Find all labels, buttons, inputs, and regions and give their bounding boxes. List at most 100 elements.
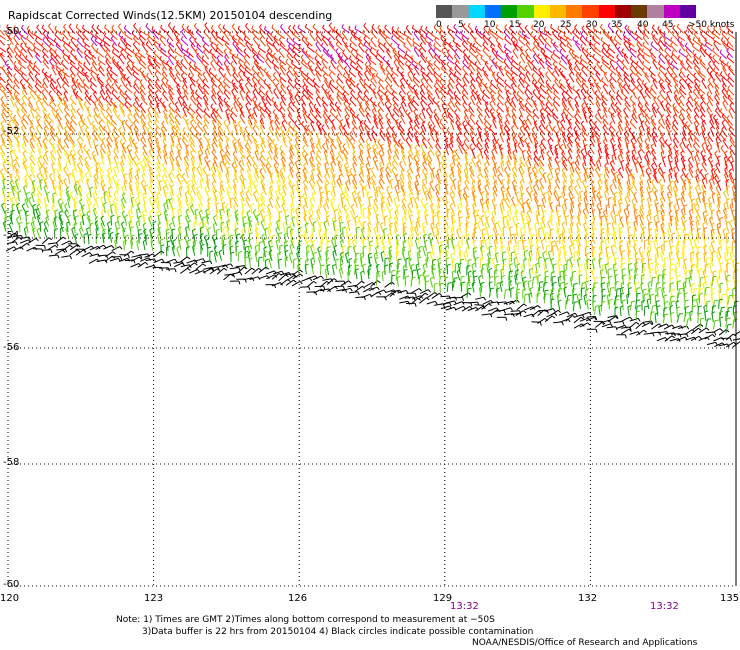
wind-barb: [565, 39, 573, 48]
wind-barb: [673, 92, 680, 102]
wind-barb: [153, 61, 161, 69]
wind-barb: [560, 73, 568, 81]
wind-barb-flag: [624, 125, 629, 129]
wind-barb: [644, 104, 651, 113]
wind-barb: [177, 90, 183, 99]
wind-barb-flag: [287, 112, 291, 116]
wind-barb: [183, 56, 189, 65]
wind-barb-flag: [387, 105, 392, 109]
colorbar-label: 30: [586, 20, 598, 30]
wind-barb-flag: [561, 96, 566, 100]
wind-barb: [518, 99, 525, 108]
wind-barb-flag: [363, 90, 367, 94]
wind-barb-flag: [490, 43, 493, 47]
wind-barb: [426, 81, 433, 90]
wind-barb-flag: [350, 49, 354, 53]
wind-barb: [504, 122, 511, 131]
wind-barb: [690, 152, 694, 162]
wind-barb-flag: [575, 71, 579, 76]
wind-barb: [396, 69, 405, 77]
wind-barb-flag: [476, 160, 480, 164]
wind-barb-flag: [139, 160, 143, 164]
wind-barb: [1, 67, 8, 76]
wind-barb: [447, 115, 455, 124]
wind-barb: [42, 61, 50, 70]
wind-barb-flag: [229, 31, 232, 36]
wind-barb: [160, 128, 167, 137]
wind-barb: [202, 74, 209, 83]
wind-barb-flag: [380, 143, 384, 147]
wind-barb-flag: [351, 142, 356, 146]
wind-barb: [124, 34, 133, 41]
wind-barb: [14, 127, 20, 136]
wind-barb-flag: [565, 36, 569, 41]
wind-barb: [201, 62, 209, 70]
wind-barb-flag: [636, 77, 640, 81]
wind-barb: [141, 73, 148, 82]
wind-barb: [13, 37, 20, 46]
wind-barb-flag: [42, 77, 46, 81]
wind-barb-flag: [57, 124, 61, 128]
wind-barb-flag: [93, 113, 97, 117]
wind-barb: [727, 32, 736, 39]
wind-barb-flag: [407, 83, 411, 87]
wind-barb-flag: [519, 52, 523, 56]
wind-barb-flag: [609, 82, 613, 87]
wind-barb: [189, 78, 196, 87]
wind-barb: [203, 31, 211, 40]
wind-barb-flag: [300, 30, 303, 34]
wind-barb-flag: [189, 142, 193, 146]
wind-barb: [602, 127, 609, 136]
wind-barb: [385, 115, 392, 124]
wind-barb-flag: [296, 114, 301, 118]
wind-barb-flag: [637, 53, 641, 57]
wind-barb-flag: [658, 60, 661, 64]
wind-barb-flag: [310, 120, 314, 124]
wind-barb-flag: [305, 85, 309, 90]
wind-barb: [496, 80, 505, 88]
wind-barb: [475, 122, 483, 131]
wind-barb-flag: [644, 113, 648, 117]
wind-barb-flag: [356, 83, 360, 87]
wind-barb: [94, 40, 103, 47]
wind-barb-flag: [247, 118, 251, 122]
wind-barb: [525, 73, 531, 82]
wind-barb: [68, 26, 76, 34]
wind-barb-flag: [313, 82, 317, 86]
wind-barb-flag: [379, 60, 383, 65]
wind-barb: [418, 63, 426, 71]
wind-barb-flag: [544, 55, 548, 59]
wind-barb-flag: [237, 120, 242, 124]
wind-barb-flag: [480, 55, 483, 59]
wind-barb-flag: [13, 149, 16, 153]
wind-barb-flag: [342, 143, 346, 147]
wind-barb: [153, 59, 162, 66]
wind-barb-flag: [469, 114, 473, 118]
wind-barb: [688, 139, 692, 148]
wind-barb: [259, 38, 266, 47]
wind-barb: [211, 86, 217, 95]
wind-barb-flag: [179, 65, 183, 70]
wind-barb-flag: [21, 106, 25, 110]
wind-barb: [355, 52, 364, 59]
wind-barb: [391, 128, 398, 137]
wind-barb: [469, 45, 477, 54]
wind-barb-flag: [573, 65, 577, 70]
wind-barb-flag: [316, 149, 320, 154]
wind-barb-flag: [300, 71, 304, 75]
wind-barb: [89, 80, 98, 88]
wind-barb-flag: [301, 89, 305, 93]
wind-barb: [595, 98, 601, 107]
wind-barb: [103, 44, 111, 52]
wind-barb: [706, 28, 714, 36]
wind-barb: [358, 39, 365, 47]
wind-barb-flag: [636, 84, 640, 89]
wind-barb-flag: [286, 48, 290, 52]
wind-barb: [182, 103, 190, 111]
wind-barb-flag: [162, 66, 166, 70]
wind-barb-flag: [376, 89, 380, 94]
wind-barb: [286, 33, 293, 41]
wind-barb: [124, 122, 132, 131]
wind-barb: [336, 81, 343, 90]
wind-barb: [597, 110, 602, 120]
